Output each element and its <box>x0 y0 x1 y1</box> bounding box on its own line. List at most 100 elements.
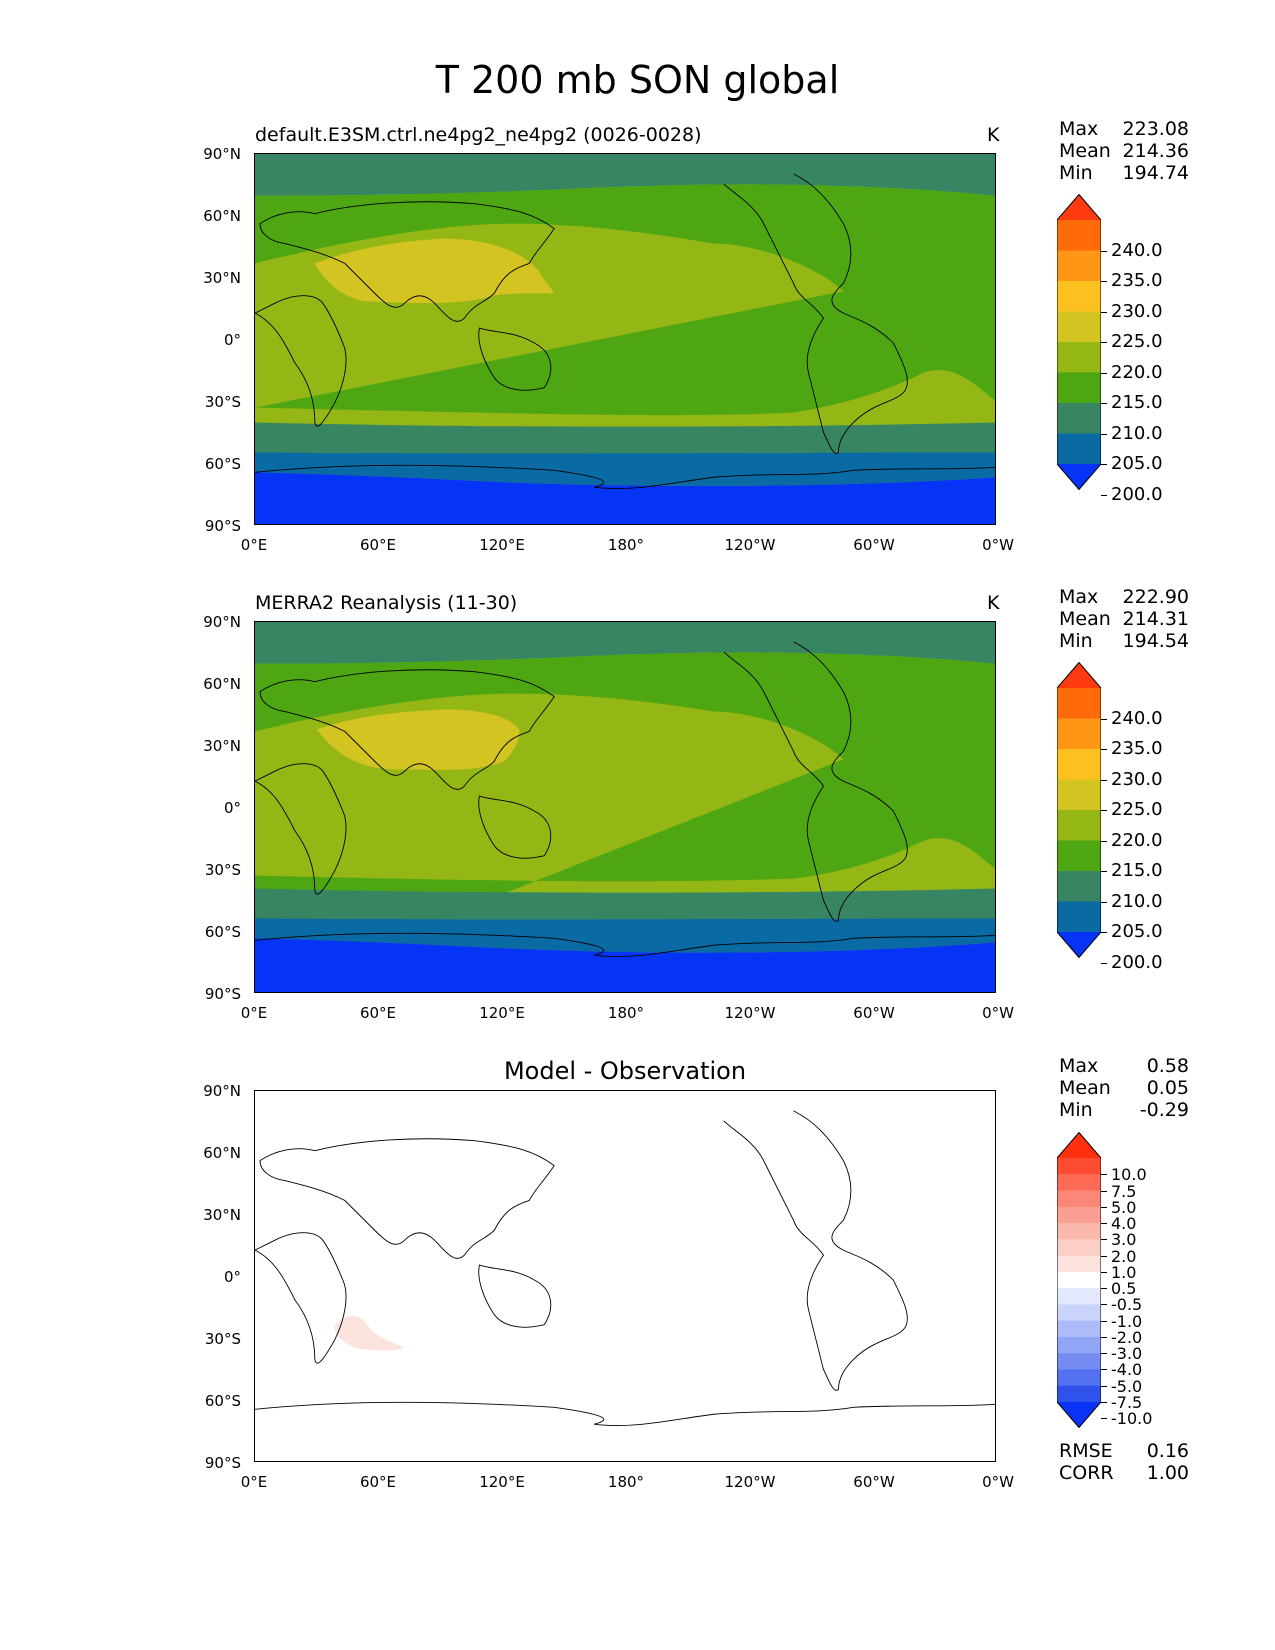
colorbar-tick-label: 1.0 <box>1111 1262 1137 1282</box>
panel-1-stats: Max 223.08 Mean 214.36 Min 194.74 <box>1059 118 1189 184</box>
stat-min: -0.29 <box>1139 1099 1189 1121</box>
colorbar-tick-label: 230.0 <box>1111 300 1163 322</box>
colorbar-segment <box>1057 1255 1101 1273</box>
stat-label: Max <box>1059 586 1099 608</box>
colorbar-tick <box>1101 403 1107 404</box>
colorbar-tick-label: -5.0 <box>1111 1376 1143 1396</box>
colorbar-tick-label: -0.5 <box>1111 1295 1143 1315</box>
colorbar-extend-min <box>1057 464 1101 490</box>
colorbar-segment <box>1057 749 1101 780</box>
panel-2-contours <box>255 622 995 992</box>
colorbar-segment <box>1057 403 1101 434</box>
colorbar-tick <box>1101 840 1107 842</box>
figure-title: T 200 mb SON global <box>435 58 840 102</box>
colorbar-tick-label: 10.0 <box>1111 1165 1147 1185</box>
colorbar-tick <box>1101 1402 1107 1403</box>
colorbar-segment <box>1057 1288 1101 1305</box>
lat-tick: 30°S <box>204 1330 241 1348</box>
lon-tick: 0°E <box>240 1004 268 1022</box>
colorbar-tick <box>1101 871 1107 872</box>
colorbar-tick-label: -2.0 <box>1111 1327 1143 1347</box>
colorbar-tick <box>1101 1174 1107 1176</box>
colorbar-segment <box>1057 1369 1101 1387</box>
lat-tick: 90°S <box>204 985 241 1003</box>
lon-tick: 180° <box>607 1004 645 1022</box>
colorbar-tick-label: 7.5 <box>1111 1181 1137 1201</box>
colorbar-outline <box>1057 194 1101 490</box>
colorbar-tick-label: 2.0 <box>1111 1246 1137 1266</box>
colorbar-segment <box>1057 220 1101 251</box>
panel-3-colorbar <box>1057 1132 1101 1428</box>
colorbar-graphic <box>1057 1132 1101 1428</box>
stat-label: Min <box>1059 162 1093 184</box>
colorbar-segment <box>1057 688 1101 719</box>
panel-2-title: MERRA2 Reanalysis (11-30) <box>255 592 518 614</box>
lat-tick: 60°N <box>203 675 241 693</box>
colorbar-outline <box>1057 1132 1101 1428</box>
lon-tick: 0°W <box>982 536 1014 554</box>
colorbar-tick <box>1101 932 1107 933</box>
stat-label: RMSE <box>1059 1440 1113 1462</box>
panel-2-coastlines <box>255 641 995 957</box>
stat-max: 223.08 <box>1122 118 1189 140</box>
colorbar-segment <box>1057 810 1101 841</box>
colorbar-tick <box>1101 1190 1107 1192</box>
lat-tick: 60°S <box>204 455 241 473</box>
colorbar-tick <box>1101 433 1107 435</box>
colorbar-tick-label: 200.0 <box>1111 483 1163 505</box>
colorbar-tick-label: 4.0 <box>1111 1214 1137 1234</box>
colorbar-tick-label: 230.0 <box>1111 768 1163 790</box>
lat-tick: 60°N <box>203 1144 241 1162</box>
lat-tick: 90°S <box>204 1454 241 1472</box>
colorbar-segment <box>1057 1206 1101 1224</box>
panel-2-units: K <box>987 592 1000 614</box>
lat-tick: 0° <box>223 799 241 817</box>
panel-3-coastlines <box>255 1110 995 1426</box>
lat-tick: 90°N <box>203 613 241 631</box>
colorbar-tick-label: 225.0 <box>1111 799 1163 820</box>
stat-label: Max <box>1059 118 1099 140</box>
colorbar-extend-min <box>1057 932 1101 958</box>
stat-corr: 1.00 <box>1146 1462 1189 1484</box>
colorbar-tick <box>1101 1288 1107 1290</box>
colorbar-outline <box>1057 662 1101 958</box>
colorbar-tick <box>1101 1418 1107 1420</box>
colorbar-segment <box>1057 871 1101 902</box>
colorbar-tick-label: 0.5 <box>1111 1279 1137 1299</box>
colorbar-tick-label: 205.0 <box>1111 921 1163 942</box>
colorbar-tick <box>1101 718 1107 720</box>
colorbar-tick <box>1101 1255 1107 1257</box>
colorbar-segment <box>1057 1353 1101 1370</box>
lon-tick: 120°E <box>479 1004 525 1022</box>
colorbar-tick-label: 215.0 <box>1111 860 1163 881</box>
colorbar-tick <box>1101 1369 1107 1371</box>
colorbar-tick <box>1101 1206 1107 1208</box>
panel-2-map <box>254 621 996 993</box>
colorbar-tick <box>1101 1320 1107 1322</box>
colorbar-extend-max <box>1057 662 1101 688</box>
lon-tick: 120°W <box>724 1004 776 1022</box>
colorbar-tick-label: 5.0 <box>1111 1197 1137 1217</box>
colorbar-tick <box>1101 372 1107 374</box>
stat-label: Mean <box>1059 608 1111 630</box>
colorbar-tick-label: 225.0 <box>1111 331 1163 352</box>
colorbar-segment <box>1057 281 1101 312</box>
colorbar-tick-label: -7.5 <box>1111 1393 1143 1412</box>
colorbar-segment <box>1057 901 1101 933</box>
panel-1-title: default.E3SM.ctrl.ne4pg2_ne4pg2 (0026-00… <box>255 124 702 146</box>
lat-tick: 90°N <box>203 145 241 163</box>
panel-2-stats: Max 222.90 Mean 214.31 Min 194.54 <box>1059 586 1189 652</box>
stat-label: Max <box>1059 1055 1099 1077</box>
colorbar-segment <box>1057 718 1101 750</box>
panel-3-contours <box>255 1091 995 1461</box>
panel-3-title: Model - Observation <box>503 1057 747 1085</box>
panel-1-units: K <box>987 124 1000 146</box>
colorbar-segment <box>1057 1174 1101 1192</box>
colorbar-tick <box>1101 901 1107 903</box>
colorbar-segment <box>1057 250 1101 282</box>
colorbar-segment <box>1057 840 1101 872</box>
lon-tick: 60°W <box>853 536 895 554</box>
lat-tick: 30°S <box>204 393 241 411</box>
colorbar-segment <box>1057 1190 1101 1208</box>
colorbar-extend-max <box>1057 1132 1101 1158</box>
